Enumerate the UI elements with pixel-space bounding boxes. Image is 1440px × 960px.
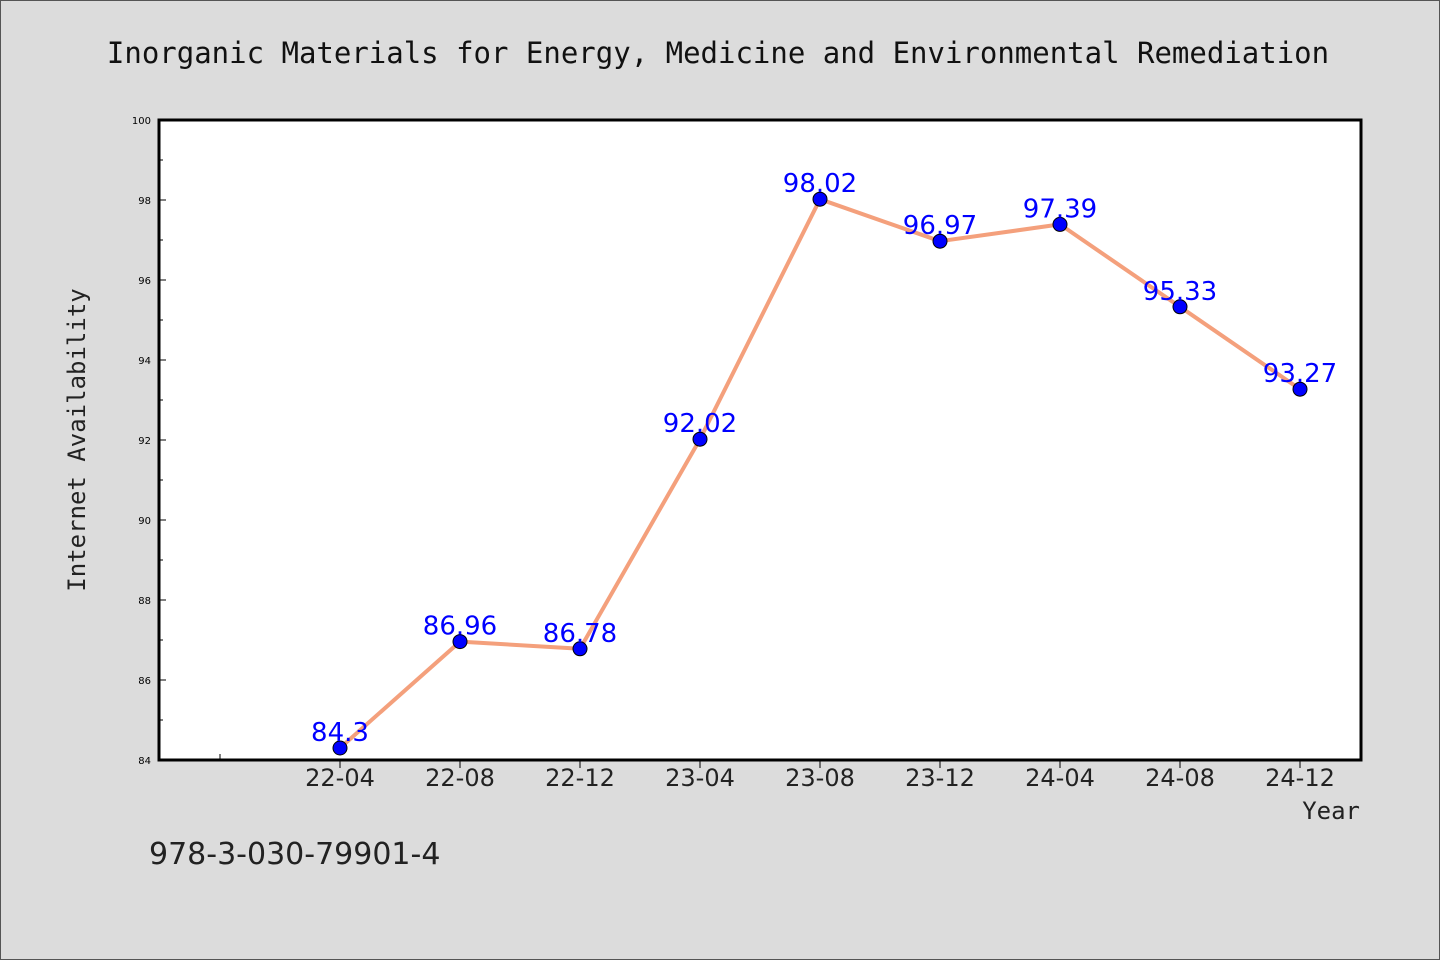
x-tick-label: 22-12 <box>545 764 615 792</box>
x-tick-label: 23-04 <box>665 764 735 792</box>
y-tick-label: 86 <box>138 676 151 687</box>
isbn-footnote: 978-3-030-79901-4 <box>149 837 440 872</box>
data-point <box>1172 299 1188 315</box>
y-tick-label: 84 <box>138 756 151 767</box>
x-axis: 22-04 22-08 22-12 23-04 23-08 23-12 24-04 24-08… <box>219 754 1335 792</box>
data-point <box>1052 216 1068 232</box>
y-tick-label: 100 <box>132 116 151 127</box>
y-tick-label: 92 <box>138 436 151 447</box>
y-tick-label: 98 <box>138 196 151 207</box>
data-point <box>572 641 588 657</box>
chart-title: Inorganic Materials for Energy, Medicine… <box>107 36 1329 70</box>
data-point <box>452 634 468 650</box>
x-tick-label: 23-12 <box>905 764 975 792</box>
plot-area <box>157 118 1363 762</box>
data-label: 84.3 <box>311 718 369 748</box>
data-point <box>1292 381 1308 397</box>
y-axis-label: Internet Availability <box>63 288 91 591</box>
y-axis: 84 86 88 90 92 94 96 98 100 <box>132 116 166 767</box>
x-tick-label: 24-08 <box>1145 764 1215 792</box>
x-tick-label: 22-04 <box>305 764 375 792</box>
data-label: 95.33 <box>1143 277 1217 307</box>
data-label: 86.78 <box>543 619 617 649</box>
y-tick-label: 88 <box>138 596 151 607</box>
y-tick-label: 94 <box>138 356 151 367</box>
x-tick-label: 24-04 <box>1025 764 1095 792</box>
data-label: 93.27 <box>1263 359 1337 389</box>
data-label: 92.02 <box>663 409 737 439</box>
series-group: 84.3 86.96 86.78 92.02 98.02 96.97 97.39 95.33 9… <box>311 169 1337 756</box>
data-label: 97.39 <box>1023 194 1097 224</box>
data-label: 86.96 <box>423 612 497 642</box>
x-tick-label: 24-12 <box>1265 764 1335 792</box>
x-tick-label: 23-08 <box>785 764 855 792</box>
x-tick-label: 22-08 <box>425 764 495 792</box>
data-point <box>332 740 348 756</box>
data-point <box>812 191 828 207</box>
data-label: 98.02 <box>783 169 857 199</box>
data-label: 96.97 <box>903 211 977 241</box>
data-point <box>692 431 708 447</box>
y-tick-label: 96 <box>138 276 151 287</box>
data-point <box>932 233 948 249</box>
y-tick-label: 90 <box>138 516 151 527</box>
x-axis-label: Year <box>1302 797 1360 825</box>
